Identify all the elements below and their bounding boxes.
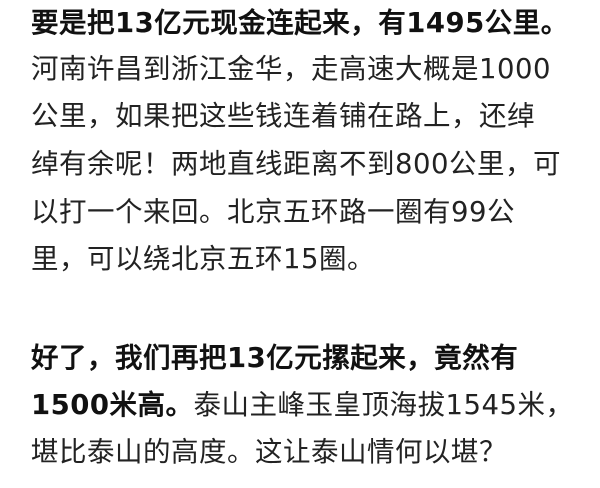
text-line: 里，可以绕北京五环15圈。	[31, 236, 375, 283]
text: 里，可以绕北京五环15圈。	[31, 243, 375, 275]
text: 河南许昌到浙江金华，走高速大概是1000	[31, 53, 551, 85]
text-line: 公里，如果把这些钱连着铺在路上，还绰	[31, 93, 535, 140]
text-line: 绰有余呢！两地直线距离不到800公里，可	[31, 141, 561, 188]
bold-text: 1500米高。	[31, 389, 194, 421]
text-line: 好了，我们再把13亿元摞起来，竟然有	[31, 335, 518, 382]
text: 绰有余呢！两地直线距离不到800公里，可	[31, 148, 561, 180]
text-line: 堪比泰山的高度。这让泰山情何以堪？	[31, 429, 507, 476]
text-line: 要是把13亿元现金连起来，有1495公里。	[31, 0, 569, 47]
bold-text: 好了，我们再把13亿元摞起来，竟然有	[31, 342, 519, 374]
text: 以打一个来回。北京五环路一圈有99公	[31, 196, 515, 228]
bold-text: 要是把13亿元现金连起来，有1495公里。	[31, 7, 569, 39]
text-line: 以打一个来回。北京五环路一圈有99公	[31, 189, 515, 236]
text: 泰山主峰玉皇顶海拔1545米，	[193, 389, 574, 421]
text: 堪比泰山的高度。这让泰山情何以堪？	[31, 436, 507, 468]
text: 公里，如果把这些钱连着铺在路上，还绰	[31, 100, 535, 132]
text-line: 1500米高。泰山主峰玉皇顶海拔1545米，	[31, 382, 574, 429]
text-line: 河南许昌到浙江金华，走高速大概是1000	[31, 46, 551, 93]
